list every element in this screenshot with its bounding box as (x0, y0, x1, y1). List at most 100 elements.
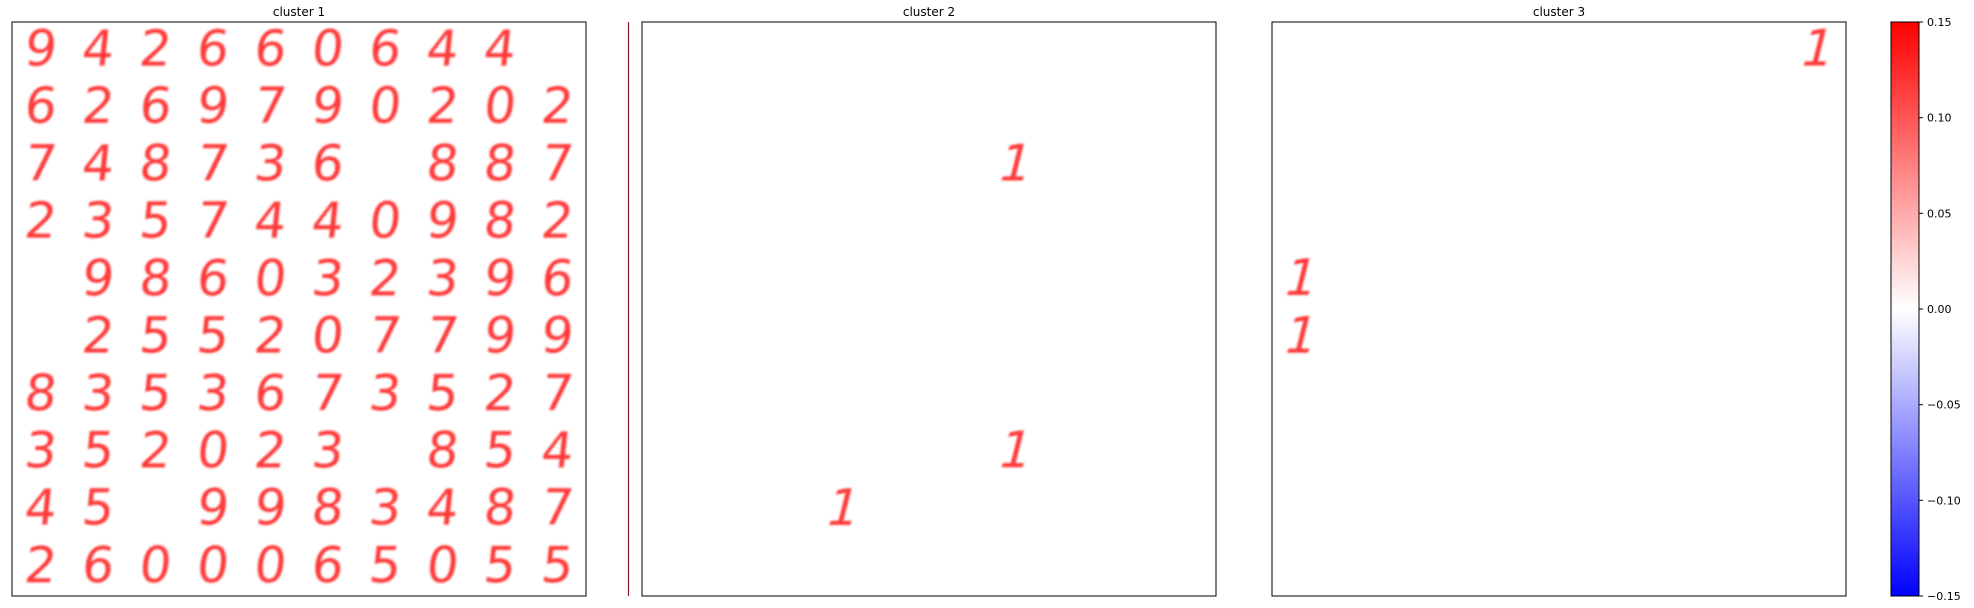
colorbar-tick-label: 0.00 (1927, 303, 1952, 316)
colorbar-tick-label: 0.05 (1927, 207, 1952, 220)
digit-cell: 9 (22, 19, 60, 78)
digit-cell: 7 (252, 76, 290, 135)
colorbar-tick-label: 0.15 (1927, 16, 1952, 29)
digit-cell: 0 (309, 306, 347, 365)
digit-cell: 3 (309, 421, 347, 480)
digit-cell: 5 (539, 535, 577, 594)
digit-cell: 2 (252, 306, 290, 365)
colorbar-tick-label: −0.10 (1927, 494, 1961, 507)
digit-cell: 4 (424, 19, 462, 78)
digit-cell: 0 (137, 535, 175, 594)
digit-cell: 3 (79, 363, 117, 422)
digit-cell: 7 (424, 306, 462, 365)
digit-cell: 7 (539, 363, 577, 422)
digit-cell: 9 (194, 478, 232, 537)
colorbar-ticks: 0.15 0.10 0.05 0.00 −0.05 −0.10 −0.15 (1919, 16, 1961, 603)
panel-title-cluster-1: cluster 1 (273, 5, 325, 19)
digit-cell: 5 (137, 306, 175, 365)
panel-title-cluster-2: cluster 2 (903, 5, 955, 19)
digit-cell: 2 (424, 76, 462, 135)
panel-cluster-2: cluster 2 111 (641, 5, 1217, 597)
colorbar-gradient (1890, 21, 1920, 597)
digit-cell: 6 (194, 248, 232, 307)
digit-cell: 5 (137, 191, 175, 250)
digit-cell: 4 (309, 191, 347, 250)
colorbar-tick-label: −0.15 (1927, 590, 1961, 603)
digit-cell: 9 (481, 306, 519, 365)
digit-cell: 9 (539, 306, 577, 365)
digit-cell: 0 (252, 535, 290, 594)
panel-frame-cluster-2 (641, 21, 1217, 597)
digit-cell: 0 (252, 248, 290, 307)
digit-cell: 2 (539, 191, 577, 250)
digit-cell: 8 (481, 191, 519, 250)
digit-cell: 4 (252, 191, 290, 250)
digit-cell: 9 (481, 248, 519, 307)
digit-cell: 3 (22, 421, 60, 480)
digit-cell: 8 (424, 421, 462, 480)
digit-cell: 8 (424, 134, 462, 193)
digit-cell: 9 (424, 191, 462, 250)
digit-cell: 6 (539, 248, 577, 307)
digit-cell: 4 (79, 19, 117, 78)
digit-cell: 3 (309, 248, 347, 307)
digit-cell: 7 (194, 191, 232, 250)
digit-cell: 2 (79, 76, 117, 135)
digit-cell: 5 (79, 421, 117, 480)
digit-cell: 3 (252, 134, 290, 193)
digit-cell: 0 (309, 19, 347, 78)
digit-cell: 9 (194, 76, 232, 135)
digit-cell: 7 (539, 478, 577, 537)
digit-cell: 2 (137, 19, 175, 78)
digit-cell: 7 (539, 134, 577, 193)
digit-cell: 3 (79, 191, 117, 250)
digit-cell: 8 (22, 363, 60, 422)
digit-cell: 7 (309, 363, 347, 422)
digit-cell: 7 (366, 306, 404, 365)
digit-cell: 2 (539, 76, 577, 135)
digit-cell: 2 (79, 306, 117, 365)
digit-cell: 3 (366, 363, 404, 422)
digit-cell: 0 (366, 191, 404, 250)
digit-cell: 4 (22, 478, 60, 537)
digit-cell: 0 (424, 535, 462, 594)
digit-cell: 2 (22, 191, 60, 250)
digit-cell: 5 (481, 535, 519, 594)
digit-cell: 5 (424, 363, 462, 422)
digit-cell: 6 (366, 19, 404, 78)
digit-cell: 5 (194, 306, 232, 365)
digit-cell: 2 (366, 248, 404, 307)
digit-cell: 5 (481, 421, 519, 480)
digit-cell: 0 (366, 76, 404, 135)
panel-frame-cluster-3 (1271, 21, 1847, 597)
digit-cell: 2 (22, 535, 60, 594)
digit-cell: 2 (137, 421, 175, 480)
digit-cell: 0 (481, 76, 519, 135)
digit-cell: 8 (137, 248, 175, 307)
digit-cell: 6 (252, 19, 290, 78)
digit-cell: 5 (137, 363, 175, 422)
digit-cell: 6 (309, 535, 347, 594)
digit-cell: 4 (79, 134, 117, 193)
digit-cell: 6 (252, 363, 290, 422)
panel-title-cluster-3: cluster 3 (1533, 5, 1585, 19)
digit-cell: 2 (481, 363, 519, 422)
digit-cell: 5 (79, 478, 117, 537)
digit-cell: 7 (194, 134, 232, 193)
digit-cell: 3 (366, 478, 404, 537)
digit-cell: 9 (79, 248, 117, 307)
digit-cell: 4 (539, 421, 577, 480)
digit-cell: 8 (481, 478, 519, 537)
panel-cluster-3: cluster 3 111 (1271, 5, 1847, 597)
digit-cell: 9 (252, 478, 290, 537)
digit-cell: 6 (79, 535, 117, 594)
colorbar-tick-label: 0.10 (1927, 112, 1952, 125)
digit-cell: 9 (309, 76, 347, 135)
digit-cell: 5 (366, 535, 404, 594)
cell-grid-cluster-1: 9 4 2 6 6 0 6 4 46 2 6 9 7 9 0 2 0 27 4 8 7 3 6 8 8 72 3 5 7 4 4 0 9 8 29 8… (22, 19, 577, 594)
colorbar: 0.15 0.10 0.05 0.00 −0.05 −0.10 −0.15 (1890, 16, 1961, 603)
digit-cell: 8 (481, 134, 519, 193)
digit-cell: 3 (194, 363, 232, 422)
digit-cell: 0 (194, 421, 232, 480)
